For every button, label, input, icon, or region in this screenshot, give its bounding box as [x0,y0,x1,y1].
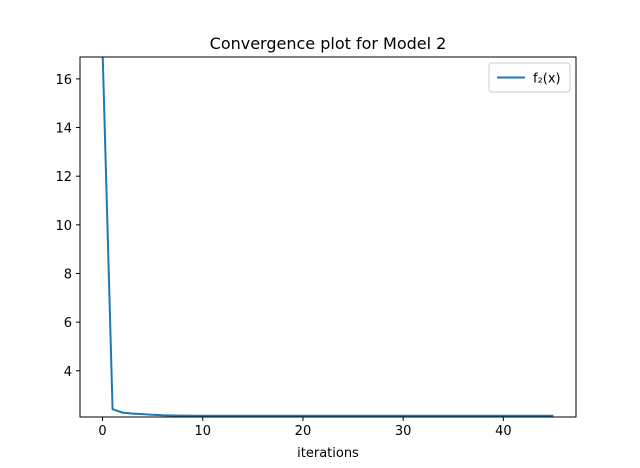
y-tick-label: 12 [55,170,72,185]
series-line-0 [101,57,554,417]
x-axis-label: iterations [297,446,359,461]
x-tick-label: 40 [495,424,512,439]
plot-frame [79,56,577,418]
y-tick-label: 8 [64,267,72,282]
y-tick-label: 10 [55,219,72,234]
legend-box [488,62,571,93]
x-tick-label: 0 [98,424,106,439]
x-tick-label: 10 [194,424,211,439]
x-tick-label: 30 [395,424,412,439]
x-tick-label: 20 [295,424,312,439]
legend: f₂(x) [488,62,571,93]
y-tick-label: 4 [64,365,72,380]
legend-label: f₂(x) [533,72,561,87]
y-tick-label: 6 [64,316,72,331]
y-tick-label: 16 [55,73,72,88]
chart-title: Convergence plot for Model 2 [210,34,447,53]
y-tick-label: 14 [55,122,72,137]
